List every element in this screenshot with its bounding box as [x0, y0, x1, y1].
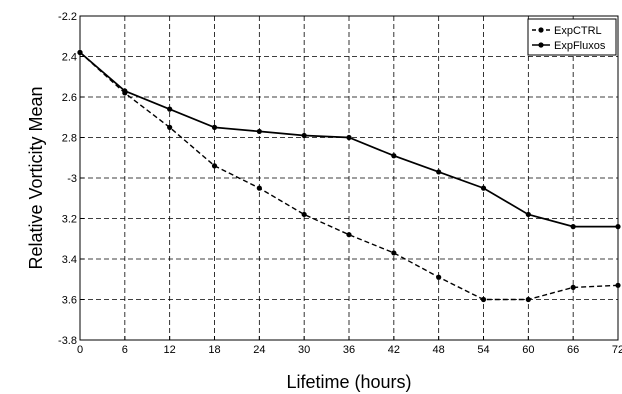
legend-marker-expctrl	[538, 27, 544, 33]
data-point-expctrl	[436, 274, 442, 280]
y-tick-label: 3.6	[62, 295, 77, 307]
data-point-expfluxos	[391, 153, 397, 159]
x-tick-label: 36	[343, 344, 355, 356]
x-tick-label: 60	[522, 344, 534, 356]
x-tick-label: 72	[612, 344, 622, 356]
data-point-expfluxos	[211, 124, 218, 130]
data-point-expctrl	[525, 296, 531, 303]
y-tick-label: -3	[67, 173, 77, 185]
x-tick-label: 48	[433, 344, 445, 356]
data-point-expfluxos	[480, 185, 487, 191]
axis-ticks: 0 6 12 18 24 30 36 42 48 54 60 66 72 -2.2 2.4 2.6 2.8 -3 3…	[58, 11, 622, 356]
data-point-expctrl	[346, 232, 352, 238]
y-tick-label: 3.2	[62, 214, 77, 226]
data-point-expfluxos	[256, 128, 262, 135]
y-tick-label: 2.4	[62, 52, 77, 64]
y-tick-label: -3.8	[58, 335, 77, 347]
y-tick-label: -2.2	[58, 11, 77, 23]
data-point-expfluxos	[122, 88, 128, 94]
data-point-expctrl	[480, 296, 487, 303]
x-tick-label: 18	[208, 344, 220, 356]
data-point-expfluxos	[436, 169, 442, 175]
legend-label-expctrl: ExpCTRL	[554, 25, 602, 37]
y-tick-label: 2.6	[62, 92, 77, 104]
y-tick-label: 2.8	[62, 133, 77, 145]
data-point-expctrl	[167, 124, 173, 130]
x-tick-label: 12	[164, 344, 176, 356]
data-point-expctrl	[211, 163, 218, 169]
y-axis-label: Relative Vorticity Mean	[26, 86, 46, 269]
data-point-expfluxos	[77, 49, 83, 56]
series-layer	[77, 49, 621, 303]
x-tick-label: 24	[253, 344, 265, 356]
x-tick-label: 42	[388, 344, 400, 356]
legend: ExpCTRL ExpFluxos	[527, 18, 617, 56]
data-point-expctrl	[256, 185, 262, 191]
x-tick-label: 30	[298, 344, 310, 356]
y-tick-label: 3.4	[62, 254, 77, 266]
legend-label-expfluxos: ExpFluxos	[554, 40, 606, 52]
data-point-expctrl	[615, 282, 621, 288]
data-point-expctrl	[391, 250, 397, 256]
x-tick-label: 0	[77, 344, 83, 356]
data-point-expctrl	[570, 284, 576, 290]
data-point-expfluxos	[346, 134, 352, 141]
data-point-expfluxos	[525, 211, 531, 218]
x-tick-label: 54	[477, 344, 489, 356]
legend-marker-expfluxos	[538, 42, 544, 48]
data-point-expfluxos	[167, 106, 173, 112]
x-tick-label: 66	[567, 344, 579, 356]
data-point-expctrl	[301, 211, 307, 218]
data-point-expfluxos	[615, 224, 621, 230]
legend-box	[527, 18, 617, 56]
data-point-expfluxos	[570, 224, 576, 230]
data-point-expfluxos	[301, 132, 307, 139]
x-tick-label: 6	[122, 344, 128, 356]
x-axis-label: Lifetime (hours)	[286, 372, 411, 392]
